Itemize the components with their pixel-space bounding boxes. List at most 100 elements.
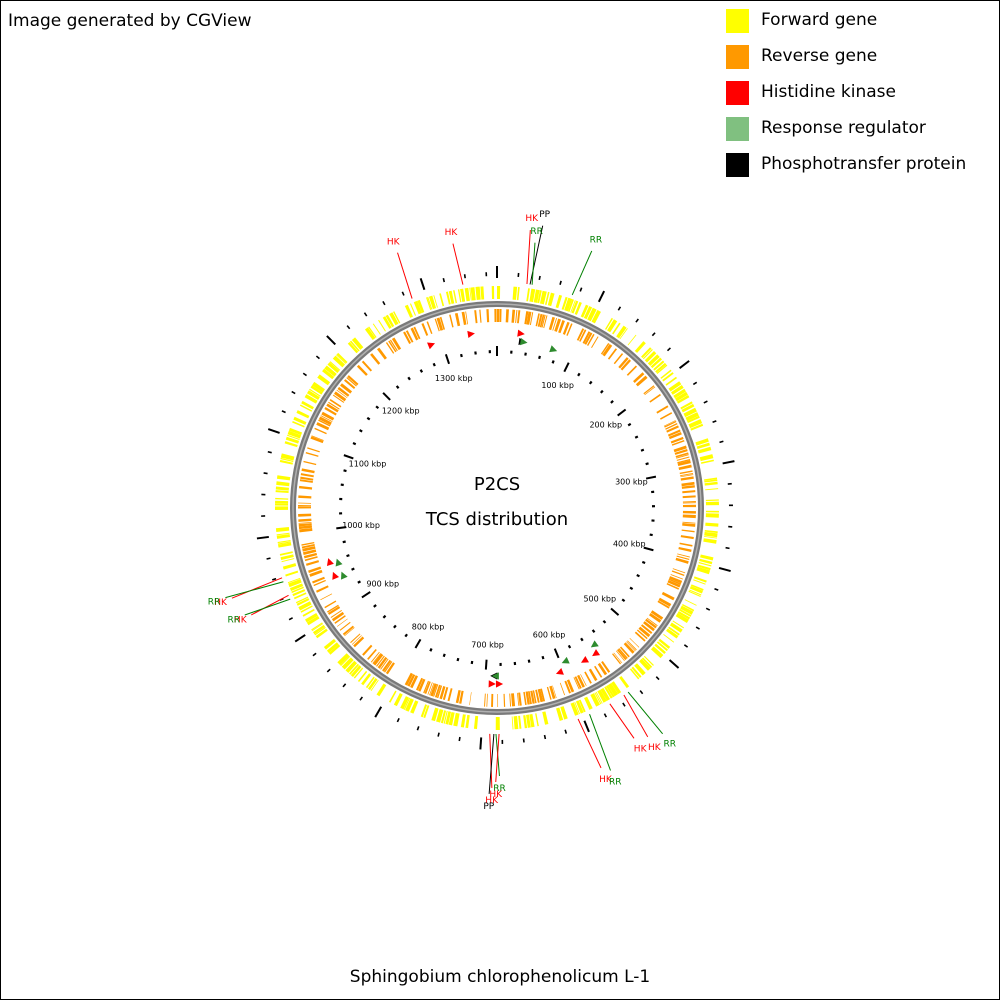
forward-gene-block <box>704 530 718 534</box>
reverse-gene-block <box>310 436 324 444</box>
forward-gene-block <box>611 681 622 694</box>
reverse-gene-block <box>586 333 595 346</box>
outer-minor-tick <box>288 617 294 621</box>
forward-gene-block <box>684 599 697 606</box>
forward-gene-block <box>704 477 718 481</box>
forward-gene-block <box>634 663 646 676</box>
reverse-gene-block <box>426 321 433 335</box>
forward-gene-block <box>280 554 294 561</box>
reverse-gene-block <box>650 610 664 620</box>
forward-gene-block <box>336 354 347 365</box>
reverse-gene-block <box>566 679 575 693</box>
reverse-gene-block <box>304 556 318 562</box>
hk-marker <box>488 680 496 688</box>
reverse-gene-block <box>682 523 696 527</box>
reverse-gene-block <box>303 552 318 559</box>
forward-gene-block <box>299 404 313 412</box>
forward-gene-block <box>634 341 646 353</box>
reverse-gene-block <box>356 364 368 376</box>
reverse-gene-block <box>511 693 516 707</box>
reverse-gene-track <box>297 309 696 707</box>
forward-gene-block <box>619 328 628 340</box>
reverse-gene-block <box>671 570 685 577</box>
reverse-gene-block <box>302 549 317 555</box>
reverse-gene-block <box>413 326 421 340</box>
forward-gene-block <box>278 542 292 548</box>
reverse-gene-block <box>667 579 681 588</box>
forward-gene-block <box>518 715 522 729</box>
reverse-gene-block <box>627 640 637 651</box>
outer-minor-tick <box>712 420 717 424</box>
forward-gene-block <box>560 706 568 720</box>
outer-minor-tick <box>719 440 724 444</box>
reverse-gene-block <box>302 546 316 552</box>
forward-gene-block <box>276 534 291 539</box>
forward-gene-block <box>655 362 667 373</box>
ruler-major-tick <box>563 362 570 373</box>
ruler-minor-tick <box>524 352 527 356</box>
reverse-gene-block <box>403 331 412 345</box>
ruler-minor-tick <box>432 362 436 367</box>
rr-callout-label: RR <box>663 739 676 749</box>
ruler-minor-tick <box>580 637 584 642</box>
outer-minor-tick <box>312 652 317 657</box>
reverse-gene-block <box>434 684 441 698</box>
forward-gene-block <box>464 287 470 302</box>
forward-gene-block <box>293 416 307 425</box>
forward-gene-block <box>604 686 613 699</box>
reverse-gene-block <box>334 615 346 624</box>
forward-gene-block <box>547 292 555 307</box>
reverse-gene-block <box>682 490 696 494</box>
forward-gene-block <box>357 670 368 683</box>
hk-marker <box>467 330 475 339</box>
reverse-gene-block <box>682 504 696 508</box>
reverse-gene-block <box>580 674 587 686</box>
forward-gene-block <box>329 361 341 371</box>
reverse-gene-block <box>552 685 557 699</box>
hk-marker <box>427 342 436 350</box>
forward-gene-block <box>423 705 430 719</box>
reverse-gene-block <box>671 439 685 446</box>
forward-gene-block <box>679 608 692 617</box>
reverse-gene-block <box>518 692 522 706</box>
ruler-tick-label: 100 kbp <box>541 381 574 390</box>
rr-callout-line <box>589 714 611 771</box>
reverse-gene-block <box>380 658 389 670</box>
forward-gene-block <box>680 605 694 615</box>
ruler-minor-tick <box>357 580 361 584</box>
reverse-gene-block <box>667 429 681 437</box>
forward-gene-block <box>641 657 653 669</box>
reverse-gene-block <box>559 682 566 696</box>
reverse-gene-block <box>423 680 430 694</box>
reverse-gene-block <box>410 675 419 689</box>
rr-marker <box>519 338 528 346</box>
forward-gene-block <box>445 291 451 305</box>
forward-gene-block <box>277 539 291 544</box>
forward-gene-block <box>544 291 550 305</box>
forward-gene-block <box>561 296 568 310</box>
forward-gene-block <box>595 691 603 704</box>
kbp-ruler: 100 kbp 200 kbp 300 kbp 400 kbp 500 kbp 600 k… <box>336 346 657 670</box>
forward-gene-block <box>587 307 597 322</box>
reverse-gene-block <box>619 646 630 658</box>
reverse-gene-block <box>439 686 446 700</box>
reverse-gene-block <box>678 464 692 471</box>
hk-callout-line <box>526 229 531 285</box>
forward-gene-block <box>607 319 618 333</box>
reverse-gene-block <box>340 383 353 394</box>
outer-major-tick <box>267 428 280 434</box>
forward-gene-block <box>693 579 706 585</box>
forward-gene-block <box>675 391 688 402</box>
forward-gene-block <box>385 314 395 328</box>
reverse-gene-block <box>318 419 331 427</box>
pp-callout-line <box>529 225 544 285</box>
reverse-gene-block <box>320 415 333 422</box>
forward-gene-block <box>288 427 303 436</box>
forward-gene-block <box>276 475 291 481</box>
forward-gene-block <box>591 309 601 324</box>
forward-gene-block <box>453 290 457 304</box>
reverse-gene-block <box>479 309 482 323</box>
forward-gene-block <box>317 374 331 386</box>
forward-gene-block <box>703 538 717 544</box>
forward-gene-block <box>285 436 300 444</box>
